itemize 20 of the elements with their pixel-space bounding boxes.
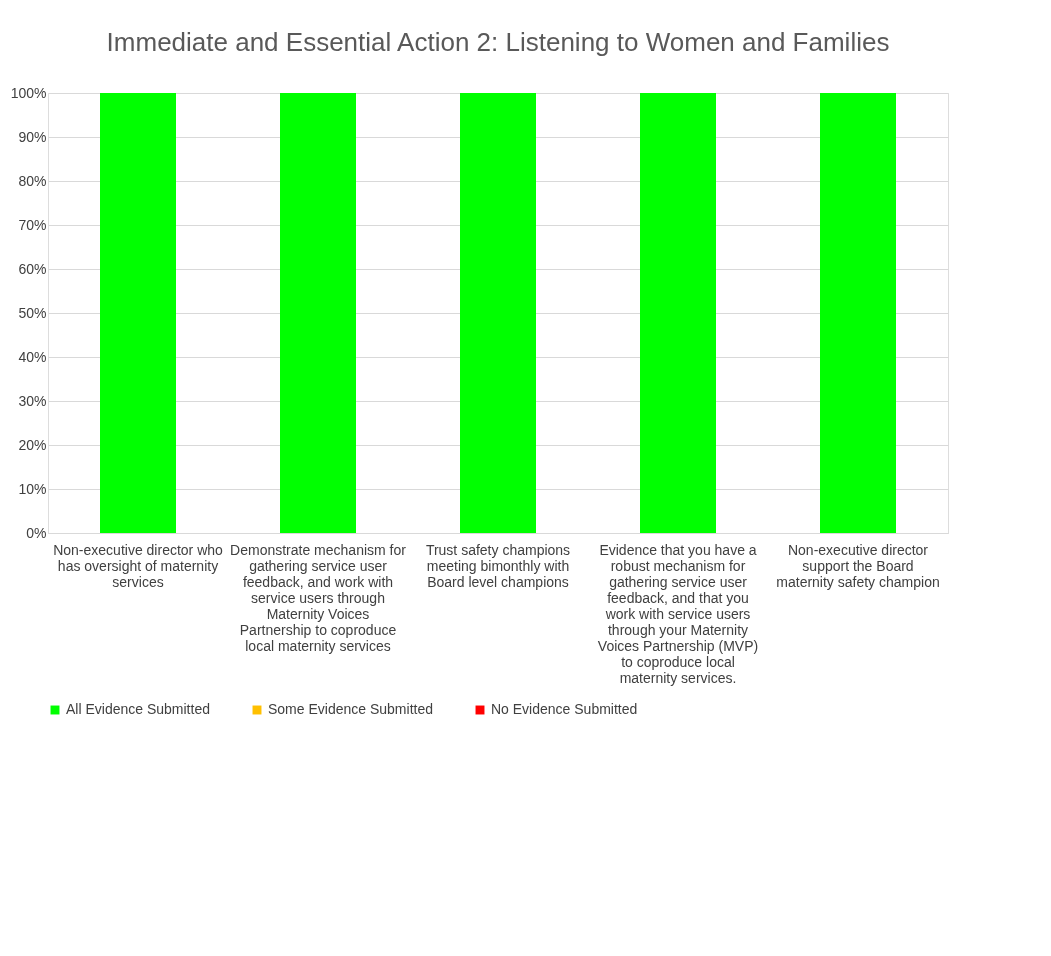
legend-label: No Evidence Submitted [491, 701, 638, 717]
y-tick-label: 80% [18, 172, 47, 189]
y-tick-label: 60% [18, 260, 47, 277]
y-tick-label: 90% [18, 128, 47, 145]
y-tick-label: 30% [18, 392, 47, 409]
y-tick-label: 70% [18, 216, 47, 233]
legend-label: Some Evidence Submitted [268, 701, 433, 717]
chart-title: Immediate and Essential Action 2: Listening to Women and Families [106, 27, 890, 57]
x-tick-label: Trust safety champions meeting bimonthly with Board level champions [425, 541, 571, 590]
y-tick-label: 50% [18, 304, 47, 321]
x-tick-label: Demonstrate mechanism for gathering service user feedback, and work with service users through Maternity Voices Partnership to coproduce local maternity services [230, 541, 407, 654]
y-tick-label: 10% [18, 480, 47, 497]
y-tick-label: 0% [26, 524, 47, 541]
x-tick-label: Non-executive director support the Board maternity safety champion [776, 541, 940, 590]
y-tick-label: 40% [18, 348, 47, 365]
legend-label: All Evidence Submitted [66, 701, 210, 717]
x-tick-label: Non-executive director who has oversight of maternity services [53, 541, 224, 590]
y-tick-label: 20% [18, 436, 47, 453]
y-tick-label: 100% [10, 84, 47, 101]
category-label: Evidence that you have a robust mechanism for gathering service user feedback, and that you work with service users through your Maternity Voices Partnership (MVP) to coproduce local maternity services. [597, 541, 759, 686]
